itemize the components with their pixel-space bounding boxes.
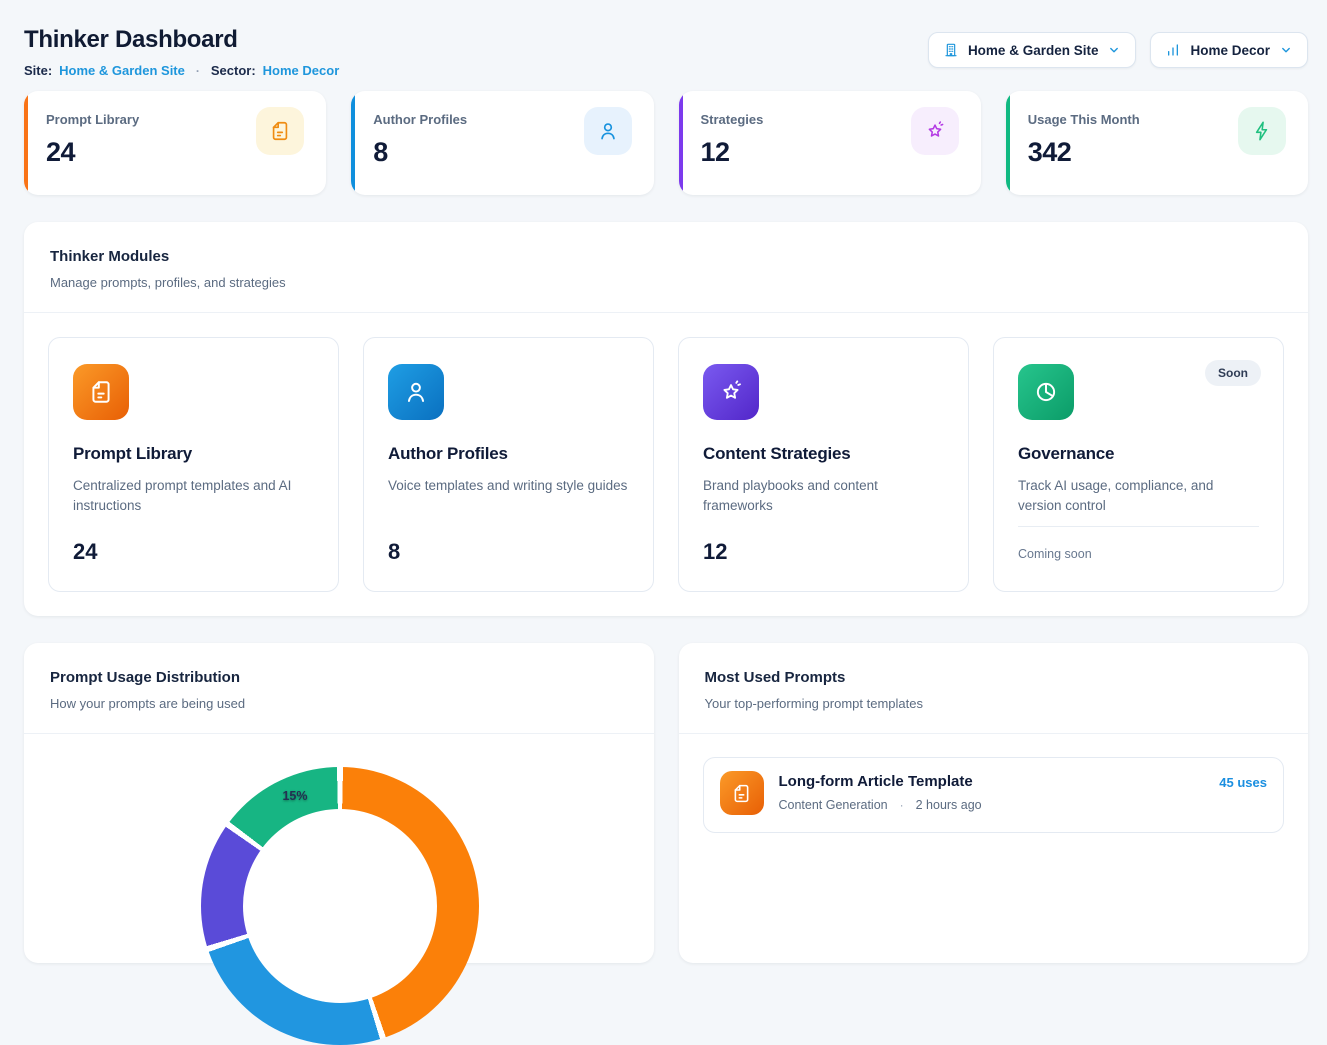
stat-card-usage: Usage This Month 342 <box>1005 91 1308 195</box>
module-card-governance[interactable]: Soon Governance Track AI usage, complian… <box>993 337 1284 592</box>
stat-label: Strategies <box>700 112 764 127</box>
prompt-meta: Content Generation · 2 hours ago <box>779 798 982 812</box>
chevron-down-icon <box>1279 43 1293 57</box>
dashboard-page: Thinker Dashboard Site: Home & Garden Si… <box>24 24 1309 1045</box>
lightning-icon <box>1238 107 1286 155</box>
module-description: Centralized prompt templates and AI inst… <box>73 478 292 513</box>
stat-value: 8 <box>373 137 388 167</box>
meta-separator: · <box>899 798 904 812</box>
prompt-item-text: Long-form Article Template Content Gener… <box>779 771 982 812</box>
module-count: 8 <box>388 539 401 564</box>
prompt-list-item[interactable]: Long-form Article Template Content Gener… <box>702 757 1284 833</box>
sparkle-star-icon <box>703 364 759 420</box>
bottom-row: Prompt Usage Distribution How your promp… <box>24 643 1309 1045</box>
stat-card-strategies: Strategies 12 <box>678 91 981 195</box>
module-card-author-profiles[interactable]: Author Profiles Voice templates and writ… <box>363 337 654 592</box>
module-count: 24 <box>73 539 98 564</box>
prompt-title: Long-form Article Template <box>778 773 973 790</box>
usage-header: Prompt Usage Distribution How your promp… <box>24 643 654 733</box>
most-used-subtitle: Your top-performing prompt templates <box>704 696 923 711</box>
donut-slice-label: 15% <box>282 789 308 803</box>
site-link[interactable]: Home & Garden Site <box>59 63 185 78</box>
module-footnote: Coming soon <box>1018 547 1092 561</box>
sector-selector-dropdown[interactable]: Home Decor <box>1150 32 1308 68</box>
most-used-title: Most Used Prompts <box>704 669 846 686</box>
stat-label: Usage This Month <box>1027 112 1140 127</box>
page-title: Thinker Dashboard <box>24 26 238 53</box>
site-label: Site: <box>24 63 53 78</box>
donut-chart <box>201 767 479 1045</box>
person-icon <box>388 364 444 420</box>
sparkle-star-icon <box>910 107 959 155</box>
usage-subtitle: How your prompts are being used <box>50 696 246 711</box>
stat-value: 12 <box>700 137 731 167</box>
bar-chart-icon <box>1165 42 1181 58</box>
building-icon <box>943 42 959 58</box>
chevron-down-icon <box>1107 43 1121 57</box>
sector-label: Sector: <box>210 63 256 78</box>
person-icon <box>583 107 632 155</box>
page-header: Thinker Dashboard Site: Home & Garden Si… <box>24 24 1308 78</box>
divider <box>1018 526 1259 527</box>
header-controls: Home & Garden Site Home Decor <box>927 32 1308 68</box>
most-used-prompts-panel: Most Used Prompts Your top-performing pr… <box>678 643 1309 963</box>
site-selector-dropdown[interactable]: Home & Garden Site <box>927 32 1137 68</box>
divider <box>24 312 1308 313</box>
thinker-modules-card: Thinker Modules Manage prompts, profiles… <box>24 222 1308 616</box>
stat-card-author-profiles: Author Profiles 8 <box>351 91 654 195</box>
prompt-category: Content Generation <box>778 798 888 812</box>
module-title: Governance <box>1018 444 1115 463</box>
usage-title: Prompt Usage Distribution <box>50 669 241 686</box>
pie-chart-icon <box>1018 364 1074 420</box>
prompt-usage-panel: Prompt Usage Distribution How your promp… <box>24 643 654 1045</box>
module-description: Track AI usage, compliance, and version … <box>1018 478 1214 513</box>
breadcrumb: Site: Home & Garden Site · Sector: Home … <box>24 63 339 78</box>
module-description: Brand playbooks and content frameworks <box>703 478 878 513</box>
module-title: Prompt Library <box>73 444 193 463</box>
module-title: Author Profiles <box>388 444 508 463</box>
stat-value: 342 <box>1027 137 1072 167</box>
module-description: Voice templates and writing style guides <box>388 478 628 493</box>
document-icon <box>256 107 305 155</box>
stat-label: Prompt Library <box>46 112 140 127</box>
modules-grid: Prompt Library Centralized prompt templa… <box>24 313 1308 616</box>
modules-subtitle: Manage prompts, profiles, and strategies <box>50 275 286 290</box>
divider <box>678 733 1308 734</box>
modules-title: Thinker Modules <box>50 248 170 265</box>
sector-selector-label: Home Decor <box>1190 42 1270 58</box>
stat-value: 24 <box>46 137 76 167</box>
module-title: Content Strategies <box>703 444 851 463</box>
document-icon <box>73 364 129 420</box>
document-icon <box>719 771 764 815</box>
stat-card-prompt-library: Prompt Library 24 <box>24 91 327 195</box>
status-badge: Soon <box>1205 360 1261 386</box>
module-count: 12 <box>703 539 728 564</box>
prompt-uses-count: 45 uses <box>1219 775 1267 790</box>
module-card-content-strategies[interactable]: Content Strategies Brand playbooks and c… <box>678 337 969 592</box>
divider <box>24 733 654 734</box>
stats-row: Prompt Library 24 Author Profiles 8 Stra… <box>24 91 1308 195</box>
modules-header: Thinker Modules Manage prompts, profiles… <box>24 222 1308 312</box>
module-card-prompt-library[interactable]: Prompt Library Centralized prompt templa… <box>48 337 339 592</box>
stat-label: Author Profiles <box>373 112 468 127</box>
meta-separator: · <box>195 63 200 78</box>
most-used-header: Most Used Prompts Your top-performing pr… <box>679 643 1309 733</box>
site-selector-label: Home & Garden Site <box>967 42 1099 58</box>
sector-link[interactable]: Home Decor <box>262 63 340 78</box>
prompt-timestamp: 2 hours ago <box>915 798 982 812</box>
header-left: Thinker Dashboard Site: Home & Garden Si… <box>24 24 339 78</box>
